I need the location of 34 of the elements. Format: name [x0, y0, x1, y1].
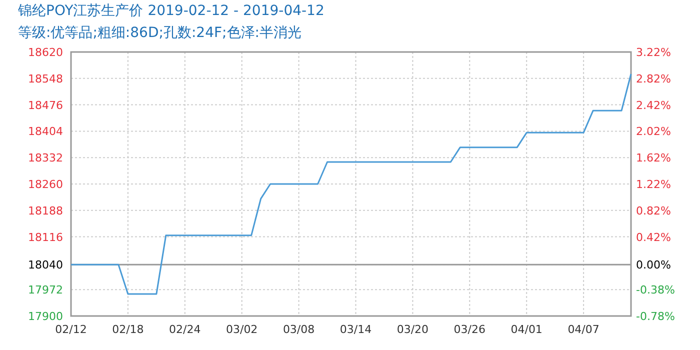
y2-tick-label: 3.22% [636, 46, 671, 59]
y2-tick-label: 2.82% [636, 72, 671, 86]
x-tick-label: 04/01 [510, 323, 542, 336]
y-tick-label: 18188 [28, 204, 63, 218]
x-tick-label: 04/07 [568, 323, 600, 336]
y-tick-label: 17972 [28, 284, 63, 297]
y2-tick-label: 0.00% [636, 258, 671, 272]
y-tick-label: 18620 [28, 46, 63, 59]
y2-tick-label: 1.22% [636, 178, 671, 191]
y-tick-label: 18260 [28, 178, 63, 191]
y-tick-label: 18476 [28, 98, 63, 112]
x-tick-label: 03/14 [340, 323, 372, 336]
y-tick-label: 18040 [28, 258, 63, 272]
y2-tick-label: 2.42% [636, 98, 671, 112]
y2-tick-label: 1.62% [636, 152, 671, 165]
y-tick-label: 18332 [28, 152, 63, 165]
y2-tick-label: -0.78% [636, 310, 675, 323]
y-tick-label: 18548 [28, 72, 63, 86]
y-tick-label: 18404 [28, 125, 63, 138]
x-tick-label: 03/02 [226, 323, 258, 336]
x-tick-label: 03/08 [282, 323, 315, 336]
y-tick-label: 18116 [28, 230, 63, 244]
chart-title: 锦纶POY江苏生产价 2019-02-12 - 2019-04-12 [17, 3, 324, 19]
y-tick-label: 17900 [28, 310, 63, 323]
chart-subtitle: 等级:优等品;粗细:86D;孔数:24F;色泽:半消光 [18, 25, 302, 41]
x-tick-label: 02/24 [169, 323, 201, 336]
x-tick-label: 02/12 [55, 323, 87, 336]
y2-tick-label: 0.82% [636, 204, 671, 218]
y2-tick-label: -0.38% [636, 284, 675, 297]
x-tick-label: 03/26 [454, 323, 486, 336]
x-tick-label: 03/20 [396, 323, 429, 336]
y2-tick-label: 2.02% [636, 125, 671, 138]
y2-tick-label: 0.42% [636, 230, 671, 244]
x-tick-label: 02/18 [112, 323, 144, 336]
